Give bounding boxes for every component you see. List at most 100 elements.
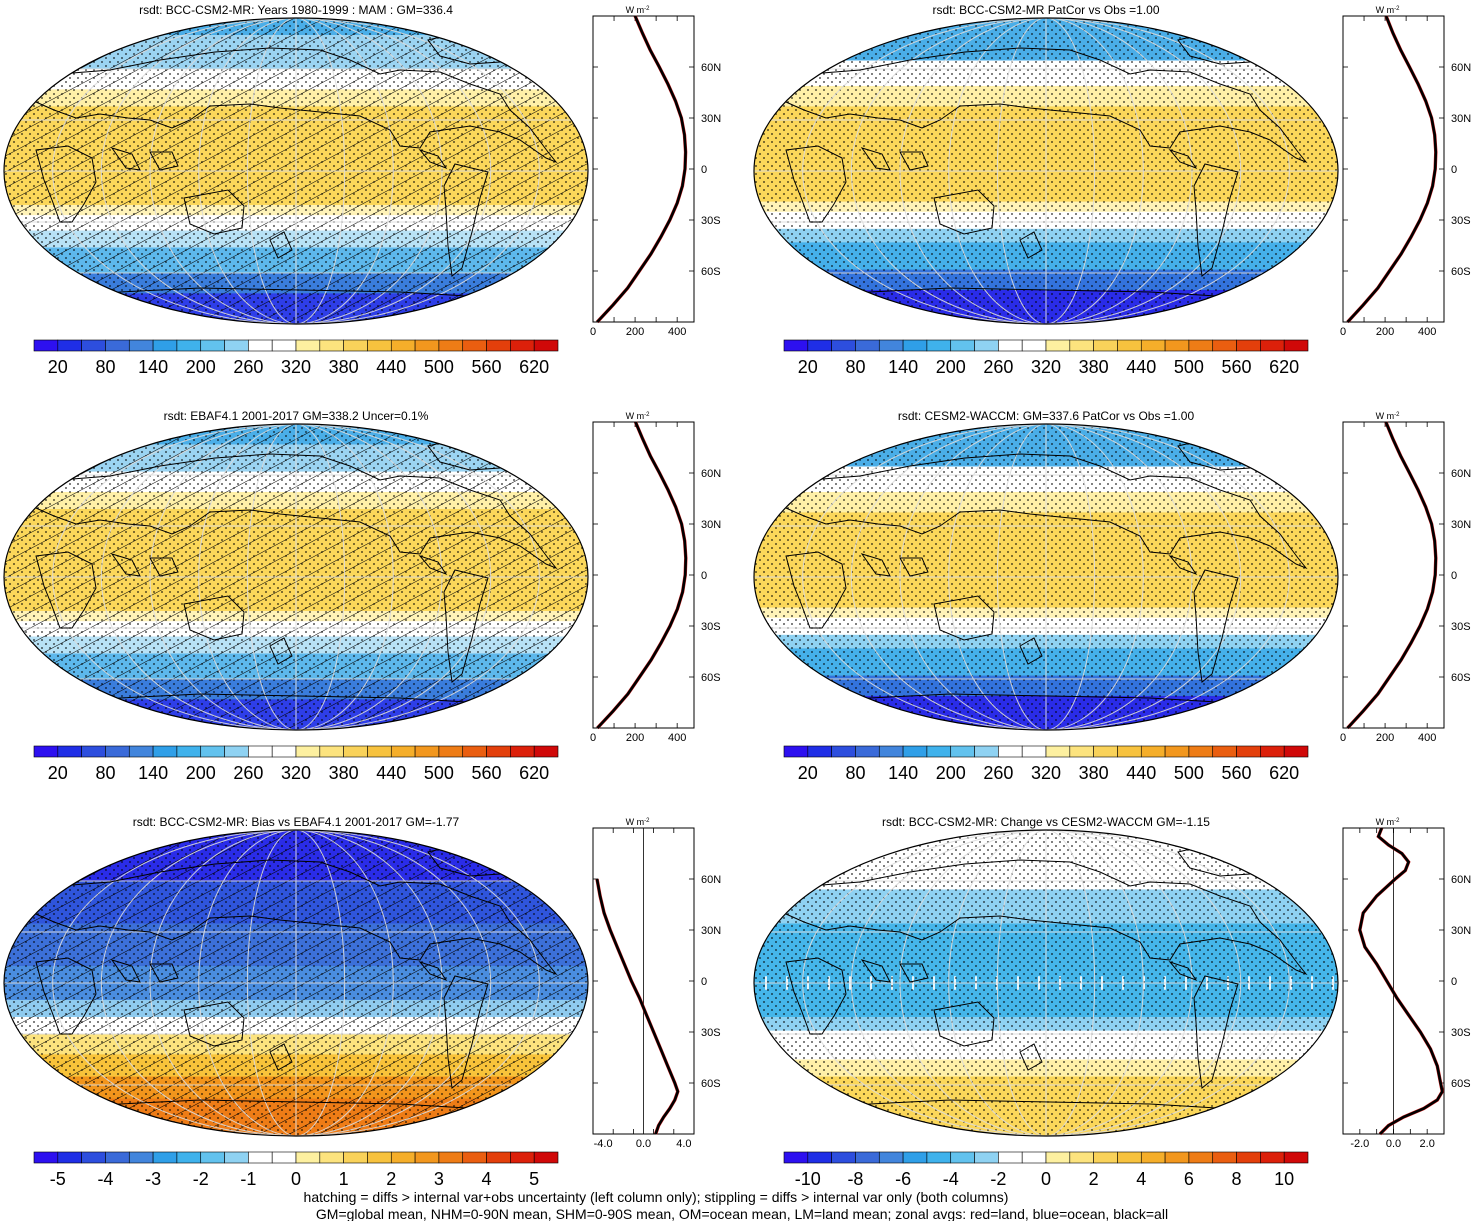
colorbar-tick-label: 320	[1031, 763, 1061, 783]
colorbar-box	[1021, 1151, 1047, 1164]
colorbar-box	[1188, 1151, 1214, 1164]
colorbar-tick-label: 20	[798, 357, 818, 377]
zonal-profile: 0 200 400 W m-2 60N 30N 0 30S 60S	[1340, 411, 1471, 744]
profile-x-tick-label: 400	[1418, 326, 1436, 338]
colorbar-tick-label: 200	[936, 763, 966, 783]
profile-frame	[592, 421, 695, 729]
profile-lat-label: 30N	[701, 113, 721, 125]
colorbar-box	[831, 745, 856, 758]
colorbar-box	[200, 1151, 225, 1164]
profile-line-all	[596, 15, 687, 323]
coastline	[860, 553, 891, 577]
coastline	[418, 960, 448, 982]
zonal-profile: -2.0 0.0 2.0 W m-2 60N 30N 0 30S 60S	[1342, 817, 1471, 1150]
map-outline	[753, 829, 1339, 1137]
colorbar-box	[533, 745, 559, 758]
colorbar-box	[390, 1151, 416, 1164]
graticule-meridian	[149, 830, 443, 1136]
colorbar-box	[950, 339, 975, 352]
colorbar-box	[343, 1151, 368, 1164]
zonal-profile: 0 200 400 W m-2 60N 30N 0 30S 60S	[1340, 5, 1471, 338]
colorbar-box	[1140, 339, 1166, 352]
profile-x-tick-label: 0	[590, 732, 596, 744]
colorbar-tick-label: 320	[281, 357, 311, 377]
profile-x-tick-label: 0	[590, 326, 596, 338]
colorbar-box	[81, 745, 106, 758]
panel-model-patcor: rsdt: BCC-CSM2-MR PatCor vs Obs =1.00 20 8…	[753, 3, 1471, 377]
colorbar-tick-label: 200	[936, 357, 966, 377]
colorbar-tick-label: 380	[329, 763, 359, 783]
profile-x-tick-label: 400	[668, 326, 686, 338]
colorbar-box	[1236, 745, 1261, 758]
colorbar-box	[248, 339, 273, 352]
colorbar-box	[33, 745, 59, 758]
colorbar-box	[1260, 339, 1285, 352]
colorbar-box	[200, 339, 225, 352]
graticule-meridian	[198, 830, 394, 1136]
coastline	[443, 569, 489, 683]
coastline	[899, 557, 929, 577]
profile-x-tick-label: 0	[1340, 326, 1346, 338]
colorbar-box	[105, 1151, 130, 1164]
colorbar-tick-label: -10	[795, 1169, 821, 1189]
profile-frame	[592, 15, 695, 323]
profile-x-tick-label: 200	[626, 732, 644, 744]
profile-unit: W m-2	[1376, 5, 1400, 15]
colorbar-tick-label: 0	[291, 1169, 301, 1189]
colorbar-box	[176, 1151, 202, 1164]
colorbar-tick-label: 560	[472, 763, 502, 783]
map-graticule	[4, 18, 588, 324]
graticule-meridian	[149, 424, 443, 730]
map-field	[4, 830, 588, 1136]
colorbar-tick-label: 560	[472, 357, 502, 377]
colorbar-box	[878, 745, 904, 758]
colorbar-tick-label: 560	[1222, 357, 1252, 377]
colorbar-tick-label: 3	[434, 1169, 444, 1189]
colorbar-box	[128, 339, 154, 352]
graticule-meridian	[802, 18, 1290, 324]
coastline	[1168, 554, 1198, 576]
map-outline	[3, 17, 589, 325]
colorbar-box	[1045, 339, 1071, 352]
colorbar-box	[1093, 1151, 1118, 1164]
graticule-meridian	[52, 18, 540, 324]
colorbar-box	[486, 745, 511, 758]
profile-unit: W m-2	[626, 5, 650, 15]
profile-x-tick-label: -2.0	[1350, 1138, 1369, 1150]
colorbar-tick-label: 10	[1274, 1169, 1294, 1189]
colorbar-box	[414, 339, 440, 352]
colorbar-tick-label: 620	[1269, 763, 1299, 783]
coastline	[1019, 1043, 1043, 1071]
profile-line-land	[1346, 421, 1438, 730]
profile-lat-label: 0	[1451, 570, 1457, 582]
colorbar-tick-label: 260	[983, 357, 1013, 377]
profile-x-tick-label: 0	[1340, 732, 1346, 744]
graticule-meridian	[850, 830, 1242, 1136]
colorbar-tick-label: 440	[376, 357, 406, 377]
colorbar-tick-label: 380	[1079, 763, 1109, 783]
colorbar-box	[1283, 1151, 1309, 1164]
colorbar-tick-label: -1	[240, 1169, 256, 1189]
coastline	[443, 975, 489, 1089]
colorbar-box	[105, 339, 130, 352]
coastline	[1193, 163, 1239, 277]
profile-lat-label: 60S	[1451, 1078, 1471, 1090]
map-outline	[3, 829, 589, 1137]
colorbar-tick-label: 620	[1269, 357, 1299, 377]
colorbar-tick-label: 20	[48, 763, 68, 783]
graticule-meridian	[996, 18, 1096, 324]
colorbar-tick-label: 500	[1174, 357, 1204, 377]
panel-title: rsdt: BCC-CSM2-MR: Change vs CESM2-WACCM…	[882, 815, 1210, 829]
colorbar-tick-label: -5	[50, 1169, 66, 1189]
map-field	[4, 18, 588, 324]
map-coastlines	[18, 841, 561, 1136]
coastline	[1168, 960, 1198, 982]
profile-lat-label: 30N	[701, 519, 721, 531]
colorbar-box	[807, 745, 832, 758]
panel-title: rsdt: BCC-CSM2-MR PatCor vs Obs =1.00	[932, 3, 1159, 17]
coastline	[149, 151, 179, 171]
coastline	[269, 1043, 293, 1071]
profile-lat-label: 60N	[1451, 874, 1471, 886]
profile-lat-label: 30S	[1451, 1027, 1471, 1039]
colorbar-tick-label: 140	[138, 357, 168, 377]
